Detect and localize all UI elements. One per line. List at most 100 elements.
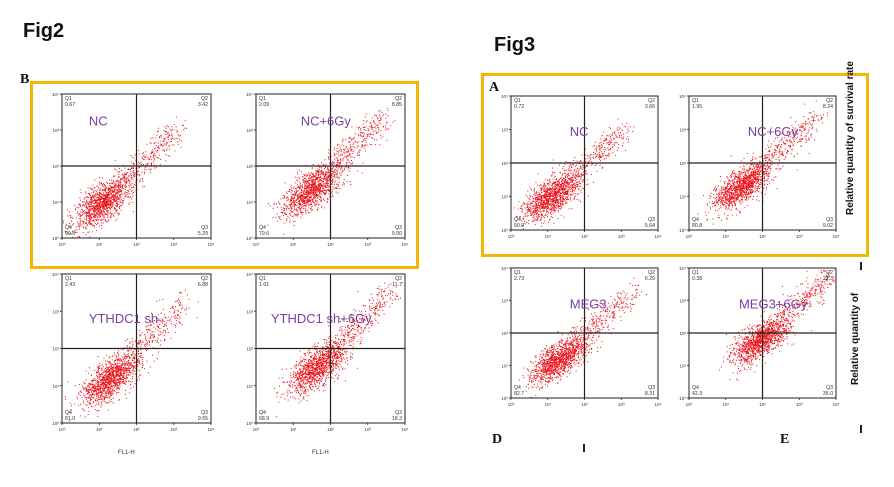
scatter-point xyxy=(314,202,315,204)
scatter-point xyxy=(156,324,158,326)
scatter-point xyxy=(102,378,104,380)
scatter-point xyxy=(96,393,97,395)
scatter-point xyxy=(292,200,294,202)
scatter-point xyxy=(174,318,176,319)
scatter-point xyxy=(103,199,105,201)
scatter-point xyxy=(97,365,99,367)
scatter-point xyxy=(146,164,148,166)
scatter-point xyxy=(297,364,299,366)
scatter-point xyxy=(130,349,132,351)
scatter-point xyxy=(290,367,292,369)
scatter-point xyxy=(115,185,117,187)
scatter-point xyxy=(118,399,120,401)
scatter-point xyxy=(148,337,150,339)
scatter-point xyxy=(130,341,132,343)
scatter-point xyxy=(358,126,360,128)
scatter-point xyxy=(325,186,327,188)
scatter-point xyxy=(111,394,113,396)
scatter-point xyxy=(164,314,165,316)
scatter-point xyxy=(314,352,316,354)
scatter-point xyxy=(378,292,380,294)
scatter-point xyxy=(367,130,369,131)
scatter-point xyxy=(132,202,134,204)
scatter-point xyxy=(284,197,286,199)
scatter-point xyxy=(279,203,281,205)
scatter-point xyxy=(294,201,295,203)
scatter-point xyxy=(183,129,185,131)
scatter-point xyxy=(127,350,129,352)
scatter-point xyxy=(133,167,135,169)
scatter-point xyxy=(311,182,313,184)
scatter-point xyxy=(301,207,303,208)
scatter-point xyxy=(90,214,92,216)
scatter-point xyxy=(307,381,309,383)
scatter-point xyxy=(87,385,89,387)
scatter-point xyxy=(99,225,100,227)
scatter-point xyxy=(344,155,346,157)
scatter-point xyxy=(312,354,314,356)
scatter-point xyxy=(314,372,316,374)
scatter-point xyxy=(127,196,129,198)
scatter-point xyxy=(169,135,171,137)
scatter-point xyxy=(328,171,330,173)
scatter-point xyxy=(79,222,81,224)
scatter-point xyxy=(118,392,120,393)
scatter-point xyxy=(132,193,133,195)
scatter-point xyxy=(114,175,116,177)
scatter-point xyxy=(130,183,132,185)
scatter-point xyxy=(395,298,397,300)
scatter-point xyxy=(307,195,309,197)
scatter-point xyxy=(133,157,135,159)
scatter-point xyxy=(389,306,391,308)
scatter-point xyxy=(349,144,351,146)
scatter-point xyxy=(319,166,321,168)
scatter-point xyxy=(169,128,171,130)
scatter-point xyxy=(108,383,110,385)
scatter-point xyxy=(106,392,108,394)
scatter-point xyxy=(340,175,342,177)
scatter-point xyxy=(112,375,114,377)
scatter-point xyxy=(101,218,103,220)
scatter-point xyxy=(128,184,130,186)
scatter-point xyxy=(292,193,294,195)
scatter-point xyxy=(132,185,134,187)
scatter-point xyxy=(95,202,97,204)
scatter-point xyxy=(318,171,320,172)
scatter-point xyxy=(86,206,87,207)
scatter-point xyxy=(89,193,91,195)
scatter-point xyxy=(146,329,148,331)
scatter-point xyxy=(297,186,299,188)
scatter-point xyxy=(269,205,271,207)
scatter-point xyxy=(356,147,358,149)
scatter-point xyxy=(347,148,349,150)
scatter-point xyxy=(348,340,350,342)
scatter-point xyxy=(289,190,291,192)
scatter-point xyxy=(144,172,145,174)
scatter-point xyxy=(290,201,292,203)
scatter-point xyxy=(94,210,96,212)
scatter-point xyxy=(308,190,310,192)
scatter-point xyxy=(156,358,158,360)
scatter-point xyxy=(86,387,88,389)
scatter-point xyxy=(109,207,110,209)
scatter-point xyxy=(289,201,291,203)
scatter-point xyxy=(315,190,317,192)
scatter-point xyxy=(341,171,343,173)
scatter-point xyxy=(138,174,140,176)
scatter-point xyxy=(360,131,362,133)
scatter-point xyxy=(98,376,100,378)
scatter-point xyxy=(132,179,134,181)
scatter-point xyxy=(313,184,315,186)
scatter-point xyxy=(115,370,117,372)
scatter-point xyxy=(109,361,111,363)
scatter-point xyxy=(157,150,159,151)
scatter-point xyxy=(156,325,158,327)
scatter-point xyxy=(132,357,134,359)
scatter-point xyxy=(110,363,112,365)
scatter-point xyxy=(305,376,306,378)
scatter-point xyxy=(291,204,293,205)
scatter-point xyxy=(292,194,294,196)
scatter-point xyxy=(356,335,358,337)
scatter-point xyxy=(102,222,104,224)
scatter-point xyxy=(336,164,337,166)
